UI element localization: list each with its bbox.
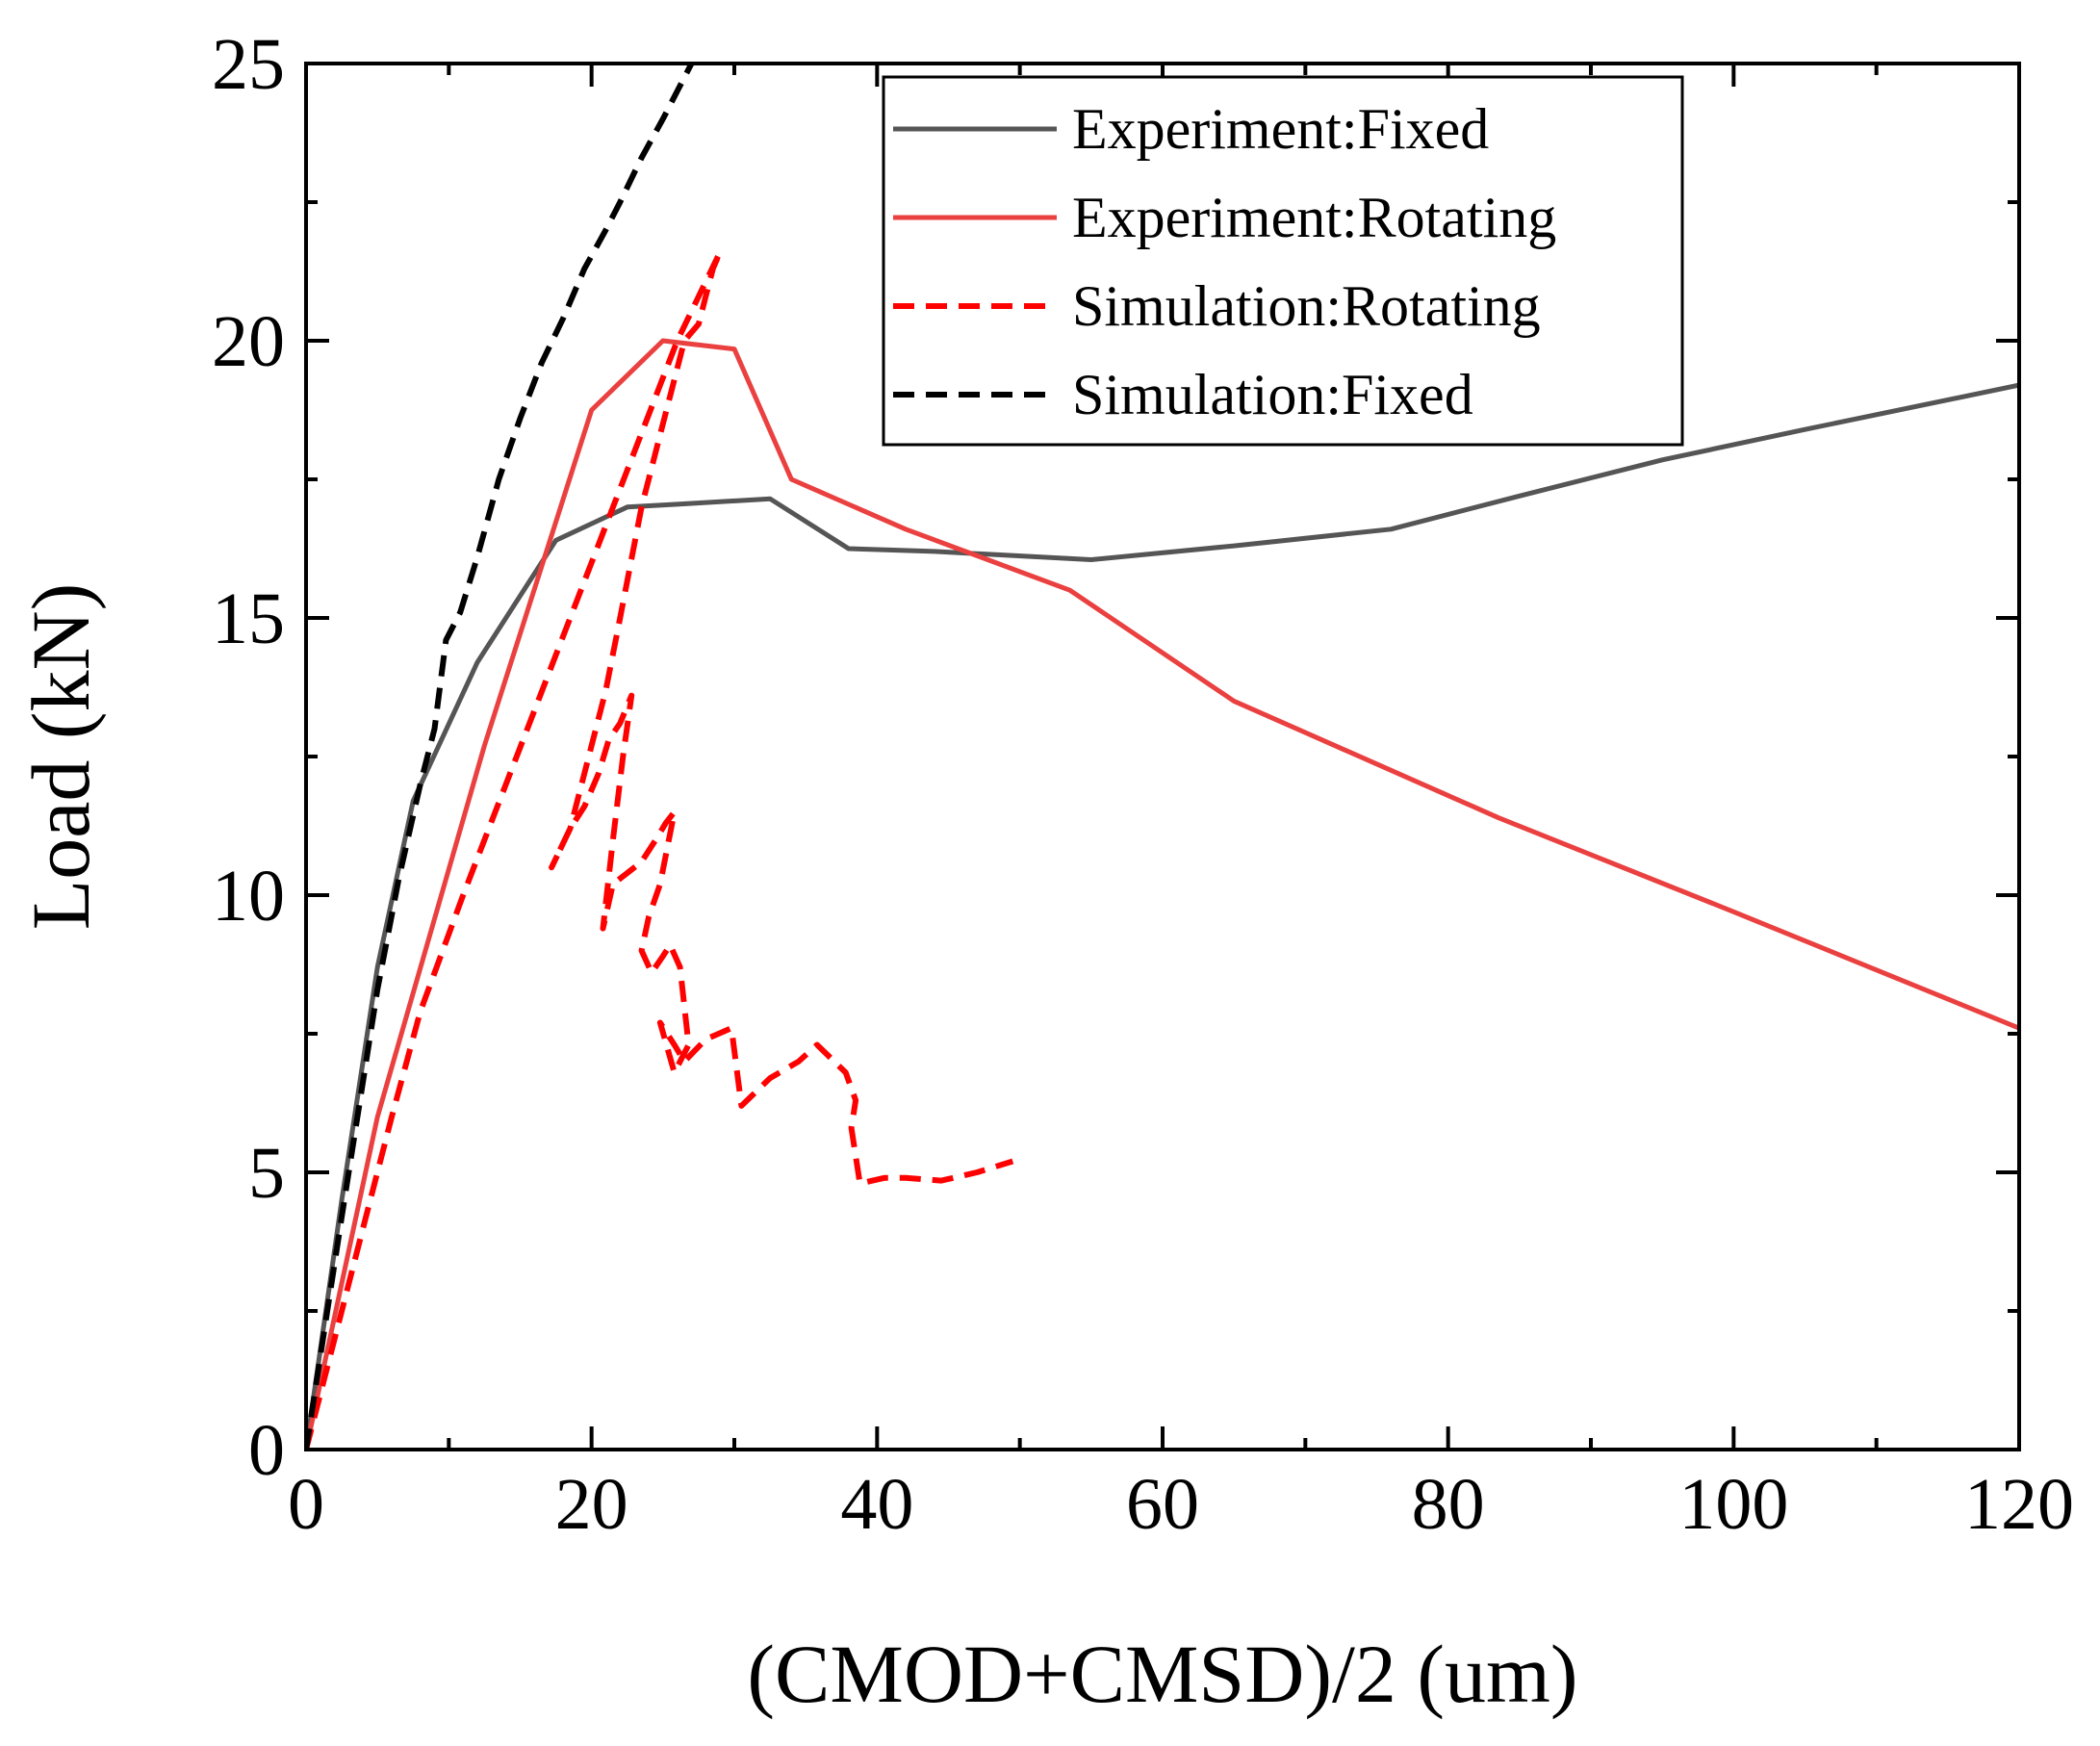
x-tick-label: 0 [288,1464,324,1545]
y-tick-label: 25 [212,24,285,105]
series-line-experiment-rotating [306,338,2019,1450]
y-axis-title: Load (kN) [14,583,107,931]
legend-label: Experiment:Fixed [1072,97,1489,161]
series-line-simulation-rotating [306,248,1014,1450]
ticks-layer [304,62,2021,1451]
y-tick-label: 10 [212,856,285,937]
x-tick-label: 60 [1126,1464,1199,1545]
y-tick-label: 5 [248,1133,285,1214]
x-tick-label: 40 [840,1464,913,1545]
labels-layer: 0 20 40 60 80 100 120 0 5 10 15 20 25 [212,24,2074,1545]
legend: Experiment:Fixed Experiment:Rotating Simul… [882,75,1684,447]
legend-label: Experiment:Rotating [1072,186,1556,249]
x-tick-label: 80 [1412,1464,1485,1545]
x-tick-label: 120 [1964,1464,2074,1545]
x-tick-label: 20 [555,1464,628,1545]
series-layer [306,64,2019,1450]
legend-label: Simulation:Rotating [1072,274,1541,338]
legend-label: Simulation:Fixed [1072,363,1473,426]
y-tick-label: 15 [212,578,285,659]
series-line-experiment-fixed [306,382,2019,1450]
x-axis-title: (CMOD+CMSD)/2 (um) [747,1628,1577,1720]
series-line-simulation-fixed [306,64,695,1450]
y-tick-label: 0 [248,1410,285,1491]
legend-box [882,75,1684,447]
x-tick-label: 100 [1678,1464,1788,1545]
y-tick-label: 20 [212,301,285,382]
